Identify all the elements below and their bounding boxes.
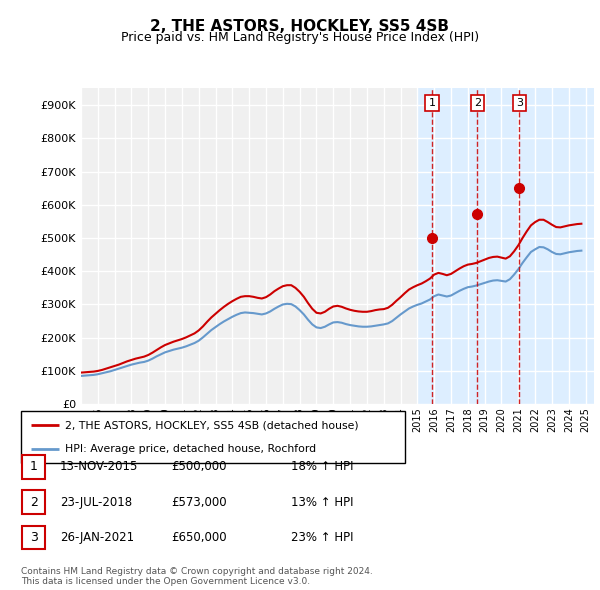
Text: 13-NOV-2015: 13-NOV-2015	[60, 460, 139, 473]
Text: 18% ↑ HPI: 18% ↑ HPI	[291, 460, 353, 473]
Text: 1: 1	[29, 460, 38, 473]
Bar	[418, 88, 594, 404]
Text: £650,000: £650,000	[171, 531, 227, 544]
Text: 2: 2	[474, 98, 481, 108]
Text: 3: 3	[29, 531, 38, 544]
Text: 2, THE ASTORS, HOCKLEY, SS5 4SB: 2, THE ASTORS, HOCKLEY, SS5 4SB	[151, 19, 449, 34]
Text: Price paid vs. HM Land Registry's House Price Index (HPI): Price paid vs. HM Land Registry's House …	[121, 31, 479, 44]
Text: Contains HM Land Registry data © Crown copyright and database right 2024.: Contains HM Land Registry data © Crown c…	[21, 567, 373, 576]
Text: 2: 2	[29, 496, 38, 509]
Text: £573,000: £573,000	[171, 496, 227, 509]
Bar	[22, 490, 45, 514]
Text: 23-JUL-2018: 23-JUL-2018	[60, 496, 132, 509]
Text: HPI: Average price, detached house, Rochford: HPI: Average price, detached house, Roch…	[65, 444, 316, 454]
Text: 1: 1	[428, 98, 436, 108]
Text: 13% ↑ HPI: 13% ↑ HPI	[291, 496, 353, 509]
Text: £500,000: £500,000	[171, 460, 227, 473]
Text: 23% ↑ HPI: 23% ↑ HPI	[291, 531, 353, 544]
Text: 26-JAN-2021: 26-JAN-2021	[60, 531, 134, 544]
Text: This data is licensed under the Open Government Licence v3.0.: This data is licensed under the Open Gov…	[21, 577, 310, 586]
Bar	[22, 455, 45, 478]
Bar	[22, 526, 45, 549]
Text: 3: 3	[516, 98, 523, 108]
Text: 2, THE ASTORS, HOCKLEY, SS5 4SB (detached house): 2, THE ASTORS, HOCKLEY, SS5 4SB (detache…	[65, 420, 359, 430]
